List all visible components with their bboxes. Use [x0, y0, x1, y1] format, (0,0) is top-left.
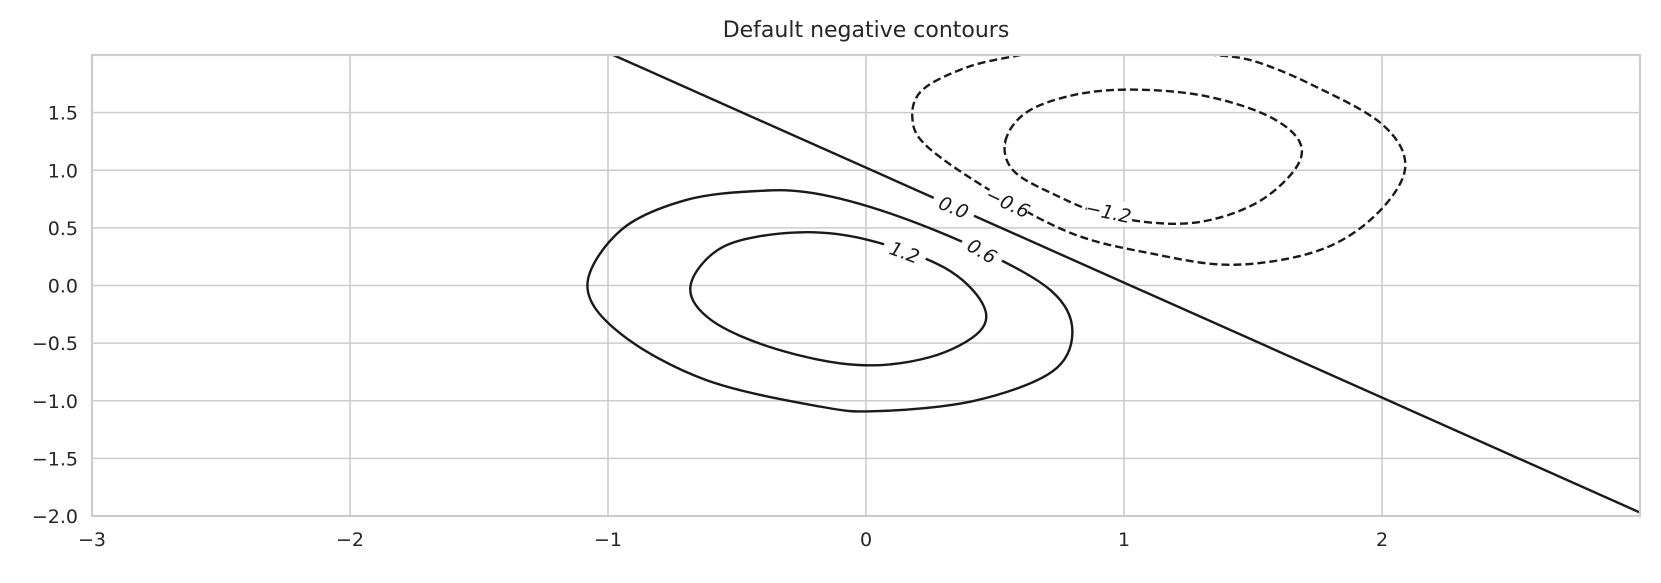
contour-line-level-0_6 — [586, 188, 1074, 413]
chart-title: Default negative contours — [723, 18, 1010, 43]
contour-lines — [586, 53, 1641, 514]
contour-label-bg — [957, 228, 1008, 272]
contour-labels: −1.2 −0.60.00.6 1.2 — [880, 181, 1133, 272]
y-tick-label: 0.5 — [48, 218, 78, 240]
x-tick-label: −1 — [594, 529, 622, 551]
y-tick-label: −0.5 — [32, 333, 78, 355]
y-tick-label: 0.0 — [48, 276, 78, 298]
contour-label-bg — [1084, 194, 1133, 228]
x-tick-label: 1 — [1118, 529, 1130, 551]
x-tick-label: −2 — [336, 529, 364, 551]
axes-frame — [90, 53, 1642, 518]
y-tick-label: 1.0 — [48, 160, 78, 182]
x-tick-label: −3 — [78, 529, 106, 551]
x-tick-label: 2 — [1376, 529, 1388, 551]
contour-label-bg — [983, 181, 1034, 222]
contour-label-group: 1.2 — [880, 232, 930, 270]
tick-labels: −3 −2 −1 0 1 2 −2.0 −1.5 −1.0 −0.5 0.0 0.5 1.0 1.5 — [32, 103, 1388, 551]
y-tick-label: −1.0 — [32, 391, 78, 413]
contour-label-group: −1.2 — [1083, 194, 1133, 228]
contour-label: −1.2 — [1083, 197, 1133, 228]
contour-label-group: −0.6 — [982, 181, 1034, 223]
contour-label-group: 0.6 — [957, 228, 1008, 272]
contour-line-level-0 — [612, 53, 1641, 514]
y-tick-label: 1.5 — [48, 103, 78, 125]
contour-label-group: 0.0 — [929, 186, 979, 226]
grid-lines — [91, 55, 1640, 517]
y-tick-label: −2.0 — [32, 506, 78, 528]
y-tick-label: −1.5 — [32, 448, 78, 470]
contour-label-bg — [929, 186, 979, 226]
contour-label-bg — [880, 232, 930, 270]
contour-line-level-neg1_2 — [1003, 88, 1304, 225]
contour-line-level-neg0_6 — [911, 53, 1407, 267]
x-tick-label: 0 — [860, 529, 872, 551]
contour-line-level-1_2 — [689, 231, 988, 367]
axes-border — [90, 53, 1642, 518]
